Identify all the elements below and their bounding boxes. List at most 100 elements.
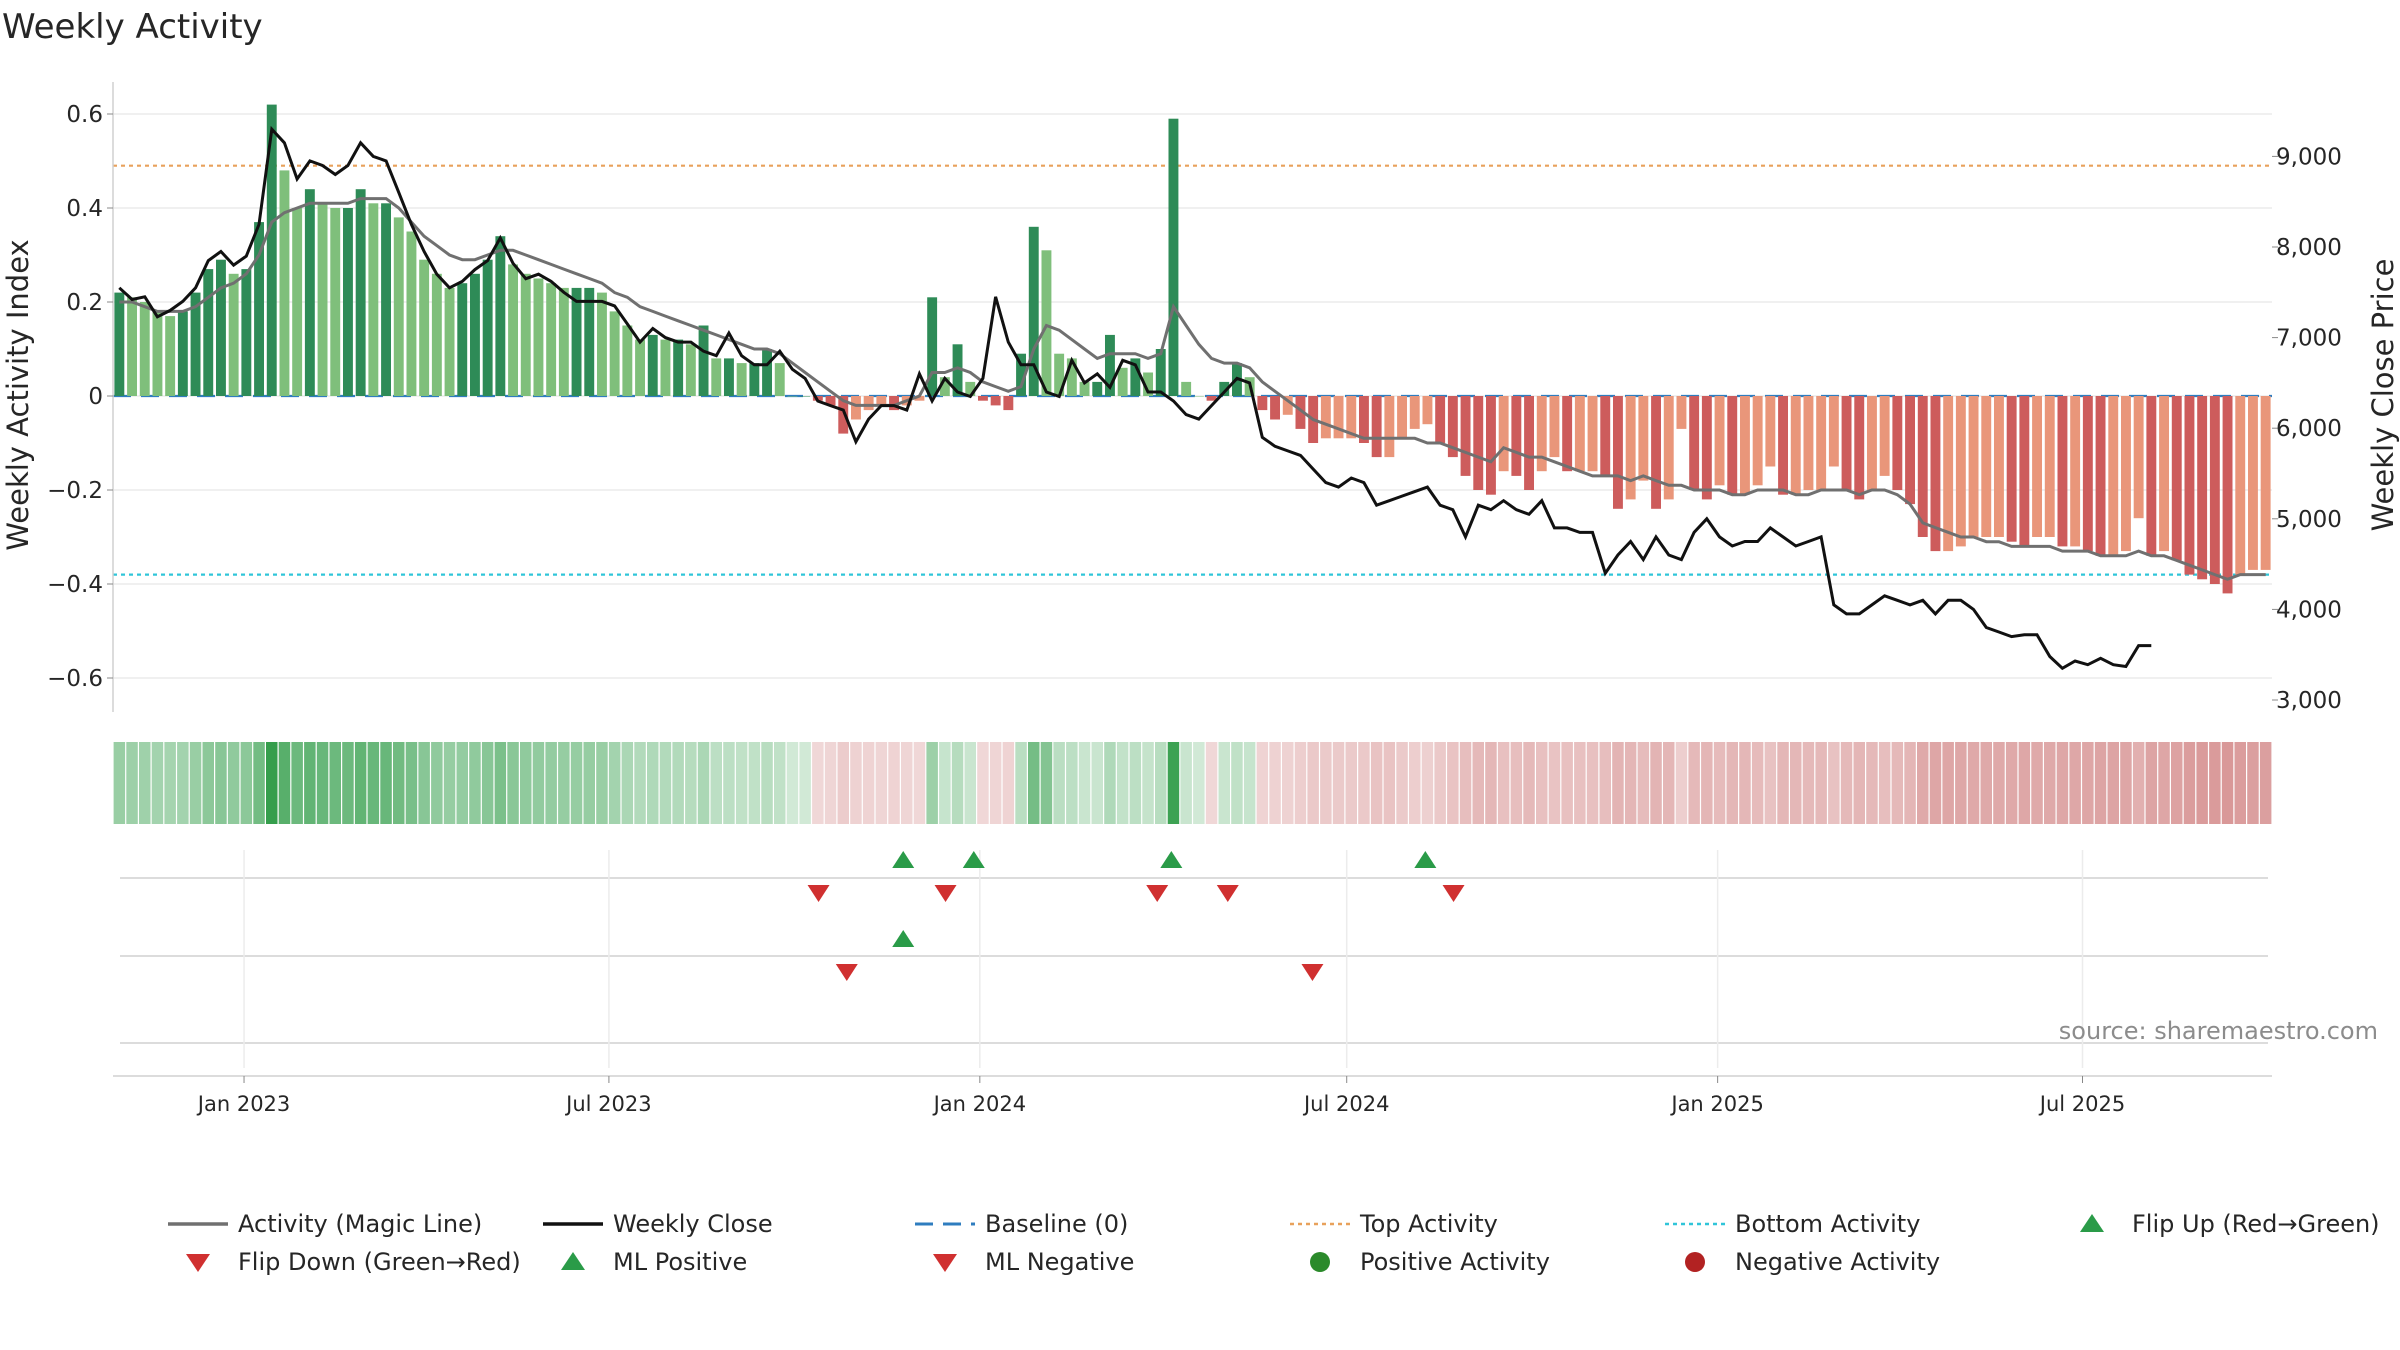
activity-bar [1562,396,1573,472]
activity-bar [1739,396,1750,495]
heat-cell [2183,742,2196,824]
activity-bar [139,302,150,396]
activity-bar [1181,381,1192,396]
heat-cell [710,742,722,824]
heat-cell [520,742,532,824]
heat-cell [545,742,557,824]
flip-down-marker [1146,885,1169,902]
heat-cell [1053,742,1065,824]
heat-cell [1320,742,1332,824]
heat-cell [1510,742,1523,824]
heat-cell [621,742,634,824]
legend-symbol [1685,1252,1705,1272]
activity-bar [1955,396,1966,547]
heat-cell [1688,742,1700,824]
heat-cell [761,742,773,824]
activity-bar [431,273,442,396]
right-axis-label: Weekly Close Price [2366,259,2400,532]
activity-bar [1079,381,1090,396]
activity-bar [1689,396,1700,490]
heat-cell [2018,742,2031,824]
activity-bar [2120,396,2131,552]
activity-bar [1917,396,1928,537]
heat-cell [2094,742,2107,824]
activity-bar [1397,396,1408,439]
activity-bar [1460,396,1471,476]
heat-cell [1193,742,1205,824]
heat-cell [1231,742,1243,824]
heat-cell [1485,742,1497,824]
activity-bar [825,396,836,406]
heat-cell [1751,742,1764,824]
heat-cell [1294,742,1307,824]
heat-cell [2171,742,2183,824]
activity-bar [419,259,430,396]
y2-tick-label: 7,000 [2276,326,2342,352]
y2-tick-label: 8,000 [2276,235,2342,261]
heat-cell [1015,742,1027,824]
x-tick-label: Jan 2024 [932,1092,1027,1116]
activity-bar [1270,396,1281,420]
heat-cell [2056,742,2069,824]
activity-bar [736,363,747,396]
heat-cell [1383,742,1396,824]
heat-cell [1561,742,1573,824]
heat-cell [812,742,824,824]
heat-cell [1624,742,1637,824]
heat-cell [1155,742,1167,824]
heat-cell [748,742,761,824]
left-axis-ticks: −0.6 −0.4 −0.2 0 0.2 0.4 0.6 [47,102,113,692]
legend-item: Flip Down (Green→Red) [186,1248,521,1276]
activity-bar [1092,381,1103,396]
heat-cell [888,742,900,824]
activity-bar [533,278,544,396]
flip-down-marker [1216,885,1239,902]
heat-cell [240,742,253,824]
activity-bar [1384,396,1395,458]
activity-bar [952,344,963,396]
flip-up-marker [1414,851,1437,868]
legend-label: ML Negative [985,1248,1134,1276]
activity-bar [1536,396,1547,472]
activity-bar [1841,396,1852,490]
activity-bar [2070,396,2081,547]
heat-cell [1777,742,1789,824]
activity-bar [889,396,900,411]
activity-bar [228,273,239,396]
signal-panels [120,850,2268,1068]
heat-cell [824,742,837,824]
heat-cell [1078,742,1091,824]
heat-cell [1243,742,1256,824]
heat-cell [913,742,926,824]
activity-bar [1587,396,1598,472]
activity-bar [609,311,620,396]
heat-cell [2120,742,2132,824]
heat-cell [202,742,214,824]
heat-cell [1675,742,1688,824]
activity-bar [2044,396,2055,537]
y2-tick-label: 6,000 [2276,416,2342,442]
heat-cell [1536,742,1548,824]
heat-cell [850,742,862,824]
activity-bar [457,283,468,396]
activity-bar [965,381,976,396]
heat-cell [2044,742,2056,824]
activity-bar [1041,250,1052,396]
activity-bar [1371,396,1382,458]
activity-bar [304,189,315,396]
activity-bar [1003,396,1014,411]
heat-cell [2259,742,2272,824]
heat-cell [177,742,189,824]
heat-cell [1282,742,1294,824]
activity-bar [114,292,125,396]
activity-bar [546,283,557,396]
activity-bar [1104,334,1115,396]
y-tick-label: 0.4 [66,196,103,222]
activity-bar [1612,396,1623,509]
activity-bar [1193,396,1204,397]
activity-bar [558,287,569,396]
heat-cell [329,742,341,824]
activity-bar [1625,396,1636,500]
x-axis-ticks: Jan 2023 Jul 2023 Jan 2024 Jul 2024 Jan 2025… [196,1076,2125,1116]
heat-cell [634,742,646,824]
